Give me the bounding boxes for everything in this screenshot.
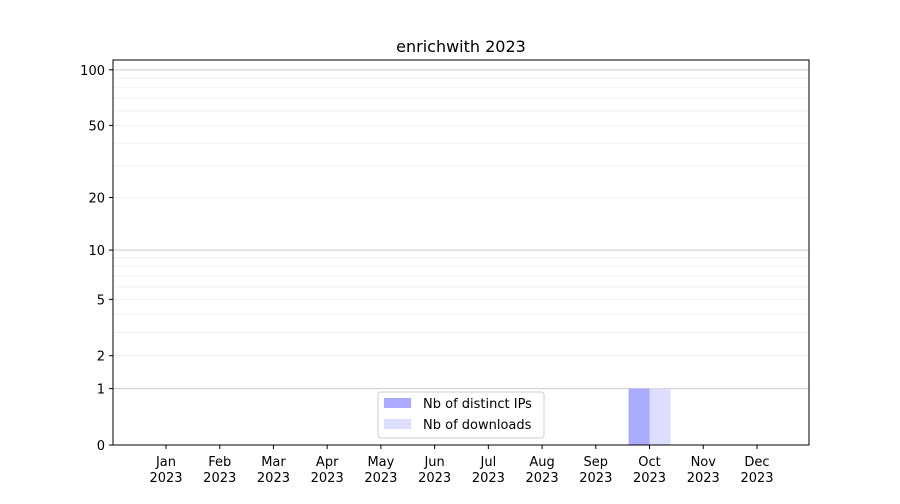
y-tick-label: 20 [88,192,105,207]
y-tick-label: 5 [97,293,105,308]
x-tick-label: Apr [316,455,339,470]
bar-nb-of-downloads [649,388,671,445]
legend-label: Nb of distinct IPs [423,397,532,412]
x-tick-label: 2023 [633,471,666,486]
y-tick-label: 2 [97,350,105,365]
legend-box [377,391,545,439]
y-tick-label: 50 [88,119,105,134]
x-tick-label: 2023 [203,471,236,486]
y-tick-label: 1 [97,383,105,398]
x-tick-label: Nov [691,455,717,470]
x-tick-label: 2023 [311,471,344,486]
x-tick-label: Oct [638,455,660,470]
x-tick-label: Sep [584,455,609,470]
x-tick-label: May [367,455,394,470]
x-tick-label: Jan [155,455,176,470]
legend-swatch [384,398,411,408]
x-tick-label: 2023 [418,471,451,486]
x-tick-label: 2023 [687,471,720,486]
x-tick-label: 2023 [149,471,182,486]
x-tick-label: Mar [261,455,286,470]
x-tick-label: Jun [423,455,444,470]
y-tick-label: 0 [97,439,105,454]
x-tick-label: Jul [480,455,497,470]
y-tick-label: 100 [80,64,105,79]
bar-nb-of-distinct-ips [628,388,650,445]
axes-frame [112,59,810,446]
x-tick-label: 2023 [364,471,397,486]
legend-swatch [384,419,411,429]
legend-label: Nb of downloads [423,418,532,433]
chart-title: enrichwith 2023 [396,37,526,56]
x-tick-label: Dec [744,455,769,470]
x-tick-label: 2023 [740,471,773,486]
x-tick-label: 2023 [526,471,559,486]
x-tick-label: Aug [529,455,554,470]
x-tick-label: 2023 [579,471,612,486]
x-tick-label: 2023 [257,471,290,486]
x-tick-label: Feb [208,455,231,470]
x-tick-label: 2023 [472,471,505,486]
y-tick-label: 10 [88,244,105,259]
